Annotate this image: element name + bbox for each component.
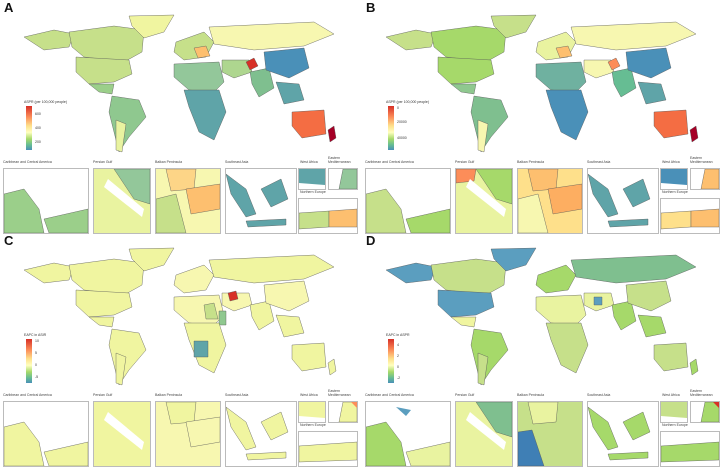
- inset-caribbean: [365, 168, 451, 234]
- inset-northern-europe: [660, 198, 720, 234]
- legend: EAPC in ASIR 10 5 0 -5: [24, 333, 94, 393]
- legend: ASPR (per 100,000 people) 0 20000 40000: [386, 100, 456, 160]
- legend-colorbar: [26, 339, 32, 383]
- inset-label: Southeast Asia: [225, 393, 249, 397]
- inset-label: Persian Gulf: [93, 393, 113, 397]
- world-map: [385, 247, 699, 386]
- inset-southeast-asia: [587, 401, 659, 467]
- inset-persian-gulf: [455, 168, 513, 234]
- panel-c: C EAPC in ASIR 10: [0, 233, 360, 467]
- inset-label: West Africa: [300, 160, 318, 164]
- legend-title: ASPR (per 100,000 people): [24, 100, 67, 104]
- inset-eastern-mediterranean: [328, 401, 358, 423]
- legend-title: EAPC in ASPR: [386, 333, 410, 337]
- inset-label: Persian Gulf: [455, 160, 475, 164]
- inset-eastern-mediterranean: [328, 168, 358, 190]
- legend-colorbar: [388, 106, 394, 150]
- inset-label: Persian Gulf: [455, 393, 475, 397]
- inset-label: Eastern Mediterranean: [328, 389, 351, 397]
- inset-caribbean: [3, 168, 89, 234]
- inset-label: Southeast Asia: [225, 160, 249, 164]
- inset-label: Eastern Mediterranean: [328, 156, 351, 164]
- inset-persian-gulf: [455, 401, 513, 467]
- world-map: [23, 247, 337, 386]
- inset-label: Northern Europe: [300, 190, 326, 194]
- panel-letter: D: [366, 233, 376, 248]
- legend-tick: 0: [35, 363, 37, 367]
- inset-row: Caribbean and Central America Persian Gu…: [362, 389, 720, 467]
- legend-tick: 400: [35, 126, 41, 130]
- world-map: [23, 14, 337, 153]
- panel-letter: A: [4, 0, 14, 15]
- legend-tick: 2: [397, 354, 399, 358]
- inset-balkan: [155, 168, 221, 234]
- inset-northern-europe: [660, 431, 720, 467]
- inset-caribbean: [365, 401, 451, 467]
- inset-balkan: [155, 401, 221, 467]
- legend-colorbar: [388, 339, 394, 383]
- inset-label: Caribbean and Central America: [365, 160, 414, 164]
- inset-west-africa: [660, 168, 688, 190]
- inset-label: Balkan Peninsula: [155, 393, 183, 397]
- inset-label: Northern Europe: [300, 423, 326, 427]
- inset-label: West Africa: [662, 160, 680, 164]
- inset-label: Caribbean and Central America: [3, 393, 52, 397]
- inset-label: Persian Gulf: [93, 160, 113, 164]
- inset-label: Balkan Peninsula: [517, 160, 545, 164]
- inset-persian-gulf: [93, 168, 151, 234]
- inset-row: Caribbean and Central America Persian Gu…: [0, 389, 360, 467]
- legend-tick: 5: [35, 351, 37, 355]
- legend-tick: 4: [397, 343, 399, 347]
- panel-letter: B: [366, 0, 376, 15]
- inset-persian-gulf: [93, 401, 151, 467]
- inset-southeast-asia: [225, 401, 297, 467]
- legend-tick: 200: [35, 140, 41, 144]
- inset-row: Caribbean and Central America Persian Gu…: [362, 156, 720, 234]
- legend: ASPR (per 100,000 people) 600 400 200: [24, 100, 94, 160]
- panel-a: A ASPR (per 100,000 people) 600: [0, 0, 360, 234]
- legend-tick: 0: [397, 365, 399, 369]
- legend-tick: 20000: [397, 120, 407, 124]
- legend-title: EAPC in ASIR: [24, 333, 47, 337]
- inset-label: Caribbean and Central America: [3, 160, 52, 164]
- legend: EAPC in ASPR 4 2 0 -2: [386, 333, 456, 393]
- inset-eastern-mediterranean: [690, 401, 720, 423]
- inset-label: Eastern Mediterranean: [690, 156, 713, 164]
- inset-label: Northern Europe: [662, 423, 688, 427]
- legend-title: ASPR (per 100,000 people): [386, 100, 429, 104]
- inset-label: West Africa: [300, 393, 318, 397]
- inset-label: Balkan Peninsula: [517, 393, 545, 397]
- inset-balkan: [517, 168, 583, 234]
- panel-b: B ASPR (per 100,000 people) 0 2: [362, 0, 720, 234]
- inset-label: Southeast Asia: [587, 160, 611, 164]
- inset-balkan: [517, 401, 583, 467]
- legend-tick: -5: [35, 375, 39, 379]
- inset-label: Southeast Asia: [587, 393, 611, 397]
- inset-label: Balkan Peninsula: [155, 160, 183, 164]
- panel-d: D EAPC in ASPR 4 2 0 -2: [362, 233, 720, 467]
- inset-west-africa: [660, 401, 688, 423]
- inset-west-africa: [298, 168, 326, 190]
- legend-tick: 600: [35, 112, 41, 116]
- inset-caribbean: [3, 401, 89, 467]
- inset-west-africa: [298, 401, 326, 423]
- inset-label: Caribbean and Central America: [365, 393, 414, 397]
- inset-northern-europe: [298, 431, 358, 467]
- legend-tick: -2: [397, 376, 401, 380]
- inset-northern-europe: [298, 198, 358, 234]
- inset-southeast-asia: [587, 168, 659, 234]
- inset-label: Northern Europe: [662, 190, 688, 194]
- inset-label: Eastern Mediterranean: [690, 389, 713, 397]
- legend-colorbar: [26, 106, 32, 150]
- inset-row: Caribbean and Central America Persian Gu…: [0, 156, 360, 234]
- inset-eastern-mediterranean: [690, 168, 720, 190]
- inset-label: West Africa: [662, 393, 680, 397]
- legend-tick: 40000: [397, 136, 407, 140]
- legend-tick: 10: [35, 339, 39, 343]
- legend-tick: 0: [397, 106, 399, 110]
- panel-letter: C: [4, 233, 14, 248]
- world-map: [385, 14, 699, 153]
- inset-southeast-asia: [225, 168, 297, 234]
